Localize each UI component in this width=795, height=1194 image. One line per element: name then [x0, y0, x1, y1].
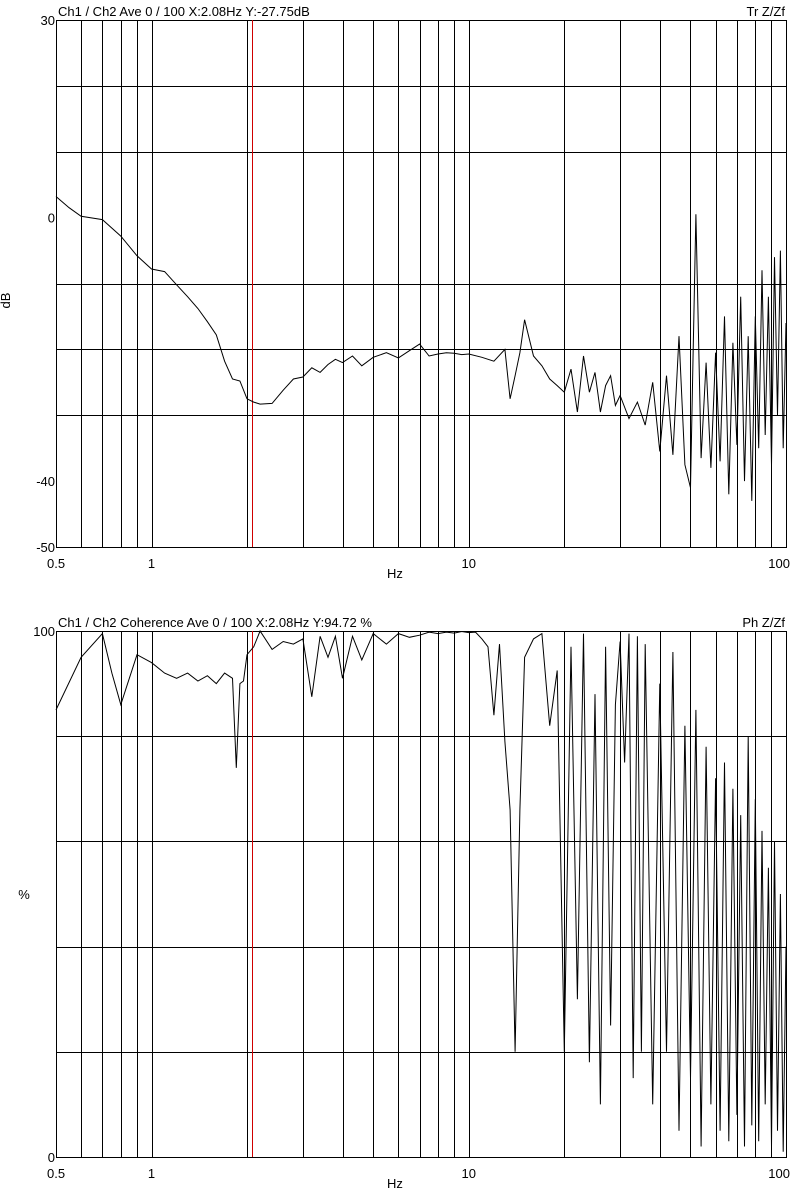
- chart-mode-label: Ph Z/Zf: [742, 615, 785, 630]
- y-tick-label: 30: [41, 13, 55, 28]
- x-tick-label: 10: [462, 1166, 476, 1181]
- x-tick-label: 100: [768, 1166, 790, 1181]
- chart-header: Ch1 / Ch2 Ave 0 / 100 X:2.08Hz Y:-27.75d…: [58, 4, 310, 19]
- y-tick-label: -40: [36, 474, 55, 489]
- plot-frame: [56, 631, 787, 1158]
- series-trace: [55, 196, 787, 501]
- x-tick-label: 1: [148, 556, 155, 571]
- magnitude-chart-panel: Ch1 / Ch2 Ave 0 / 100 X:2.08Hz Y:-27.75d…: [0, 4, 790, 581]
- coherence-chart-panel: Ch1 / Ch2 Coherence Ave 0 / 100 X:2.08Hz…: [18, 615, 790, 1191]
- y-tick-label: 0: [48, 211, 55, 226]
- y-axis-label: %: [18, 887, 30, 902]
- grid-lines: [56, 631, 786, 1157]
- chart-mode-label: Tr Z/Zf: [746, 4, 785, 19]
- y-axis-label: dB: [0, 293, 13, 309]
- plot-frame: [56, 20, 787, 548]
- grid-lines: [56, 20, 786, 547]
- y-tick-label: -50: [36, 540, 55, 555]
- x-tick-label: 10: [462, 556, 476, 571]
- y-tick-label: 0: [48, 1150, 55, 1165]
- x-axis-label: Hz: [387, 1176, 403, 1191]
- x-tick-label: 0.5: [47, 556, 65, 571]
- x-axis-label: Hz: [387, 566, 403, 581]
- x-tick-label: 0.5: [47, 1166, 65, 1181]
- y-tick-label: 100: [33, 624, 55, 639]
- chart-header: Ch1 / Ch2 Coherence Ave 0 / 100 X:2.08Hz…: [58, 615, 372, 630]
- x-tick-label: 100: [768, 556, 790, 571]
- series-trace: [55, 629, 787, 1152]
- x-tick-label: 1: [148, 1166, 155, 1181]
